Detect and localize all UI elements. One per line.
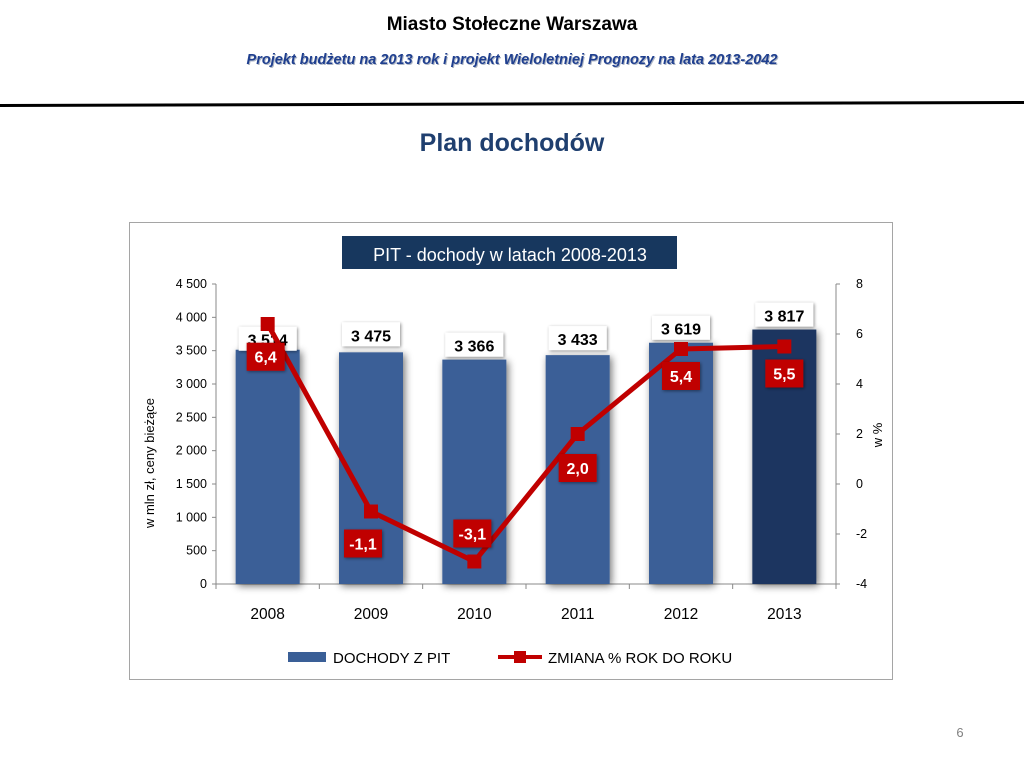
line-marker: [260, 317, 275, 331]
y2-axis: -4 -2 0 2 4 6 8: [835, 277, 867, 591]
legend-swatch-bars: [288, 652, 326, 662]
y-axis-title: w mln zł, ceny bieżące: [142, 398, 157, 529]
bar-value-label: 3 475: [351, 328, 391, 345]
y-tick-label: 4 000: [176, 310, 207, 324]
bar-label-box: [445, 332, 504, 357]
header-title: Miasto Stołeczne Warszawa: [386, 14, 638, 35]
bar-value-label: 3 433: [558, 332, 598, 349]
y2-tick-label: 0: [856, 477, 863, 491]
line-value-label: 5,5: [773, 367, 795, 384]
y-tick-label: 2 500: [176, 410, 207, 424]
line-label-box: [558, 454, 597, 482]
x-tick-label: 2008: [250, 606, 284, 623]
page-number: 6: [956, 725, 964, 740]
y-tick-label: 4 500: [176, 277, 207, 291]
header-divider: [0, 101, 1024, 107]
legend-label-line: ZMIANA % ROK DO ROKU: [548, 650, 732, 667]
y-axis: 0 500 1 000 1 500 2 000 2 500 3 000 3 500 4 000 4…: [176, 277, 217, 591]
header-subtitle: Projekt budżetu na 2013 rok i projekt Wi…: [246, 52, 778, 68]
bar-label-box: [548, 326, 607, 351]
bar-value-label: 3 619: [661, 322, 701, 339]
x-tick-label: 2013: [767, 606, 801, 623]
legend: DOCHODY Z PIT ZMIANA % ROK DO ROKU: [288, 650, 732, 667]
slide-title: Plan dochodów: [419, 129, 605, 157]
y-tick-label: 1 000: [176, 510, 207, 524]
line-path: [265, 322, 785, 564]
line-label-box: [246, 342, 285, 371]
bar-label-box: [652, 315, 710, 340]
line-value-label: 6,4: [255, 350, 277, 367]
y-tick-label: 0: [200, 577, 207, 591]
y-tick-label: 500: [186, 544, 207, 558]
y2-axis-title: w %: [870, 422, 885, 448]
line-marker: [570, 427, 585, 441]
x-tick-label: 2011: [561, 606, 594, 623]
bar-value-label: 3 817: [764, 309, 804, 326]
line-series: [260, 317, 792, 569]
line-value-label: 5,4: [670, 369, 692, 386]
y2-tick-label: -4: [856, 577, 867, 591]
y-tick-label: 3 000: [176, 377, 207, 391]
x-tick-label: 2009: [354, 606, 388, 623]
line-marker: [467, 554, 482, 569]
bar-label-box: [755, 302, 814, 327]
line-marker: [364, 504, 378, 519]
line-labels: 6,4 -1,1 -3,1 2,0 5,4 5,5: [246, 342, 804, 558]
line-label-box: [453, 519, 492, 548]
line-marker: [674, 342, 688, 356]
line-value-label: -3,1: [459, 527, 487, 544]
bar-series: [235, 329, 817, 584]
legend-marker-line: [514, 651, 526, 663]
y-tick-label: 1 500: [176, 477, 207, 491]
y-tick-label: 2 000: [176, 444, 207, 458]
y2-tick-label: 8: [856, 277, 863, 291]
y2-tick-label: 4: [856, 377, 863, 391]
line-label-box: [765, 359, 804, 388]
y-tick-label: 3 500: [176, 344, 207, 358]
bar: [235, 349, 300, 584]
chart-title: PIT - dochody w latach 2008-2013: [373, 245, 647, 265]
line-label-box: [662, 362, 700, 390]
chart-title-box: [342, 236, 677, 269]
chart-svg: PIT - dochody w latach 2008-2013 0 500 1 0…: [142, 236, 885, 667]
bar-label-box: [342, 322, 400, 347]
bar-value-label: 3 366: [454, 339, 494, 356]
x-tick-label: 2010: [457, 606, 492, 623]
x-tick-label: 2012: [664, 606, 698, 623]
line-value-label: -1,1: [349, 537, 377, 554]
line-label-box: [344, 529, 382, 558]
chart-frame: PIT - dochody w latach 2008-2013 0 500 1 0…: [129, 222, 893, 680]
y2-tick-label: -2: [856, 527, 867, 541]
line-marker: [777, 339, 792, 354]
y2-tick-label: 2: [856, 427, 863, 441]
line-value-label: 2,0: [567, 461, 589, 478]
y2-tick-label: 6: [856, 327, 863, 341]
legend-label-bars: DOCHODY Z PIT: [333, 650, 450, 667]
x-axis: 2008 2009 2010 2011 2012 2013: [215, 583, 837, 623]
